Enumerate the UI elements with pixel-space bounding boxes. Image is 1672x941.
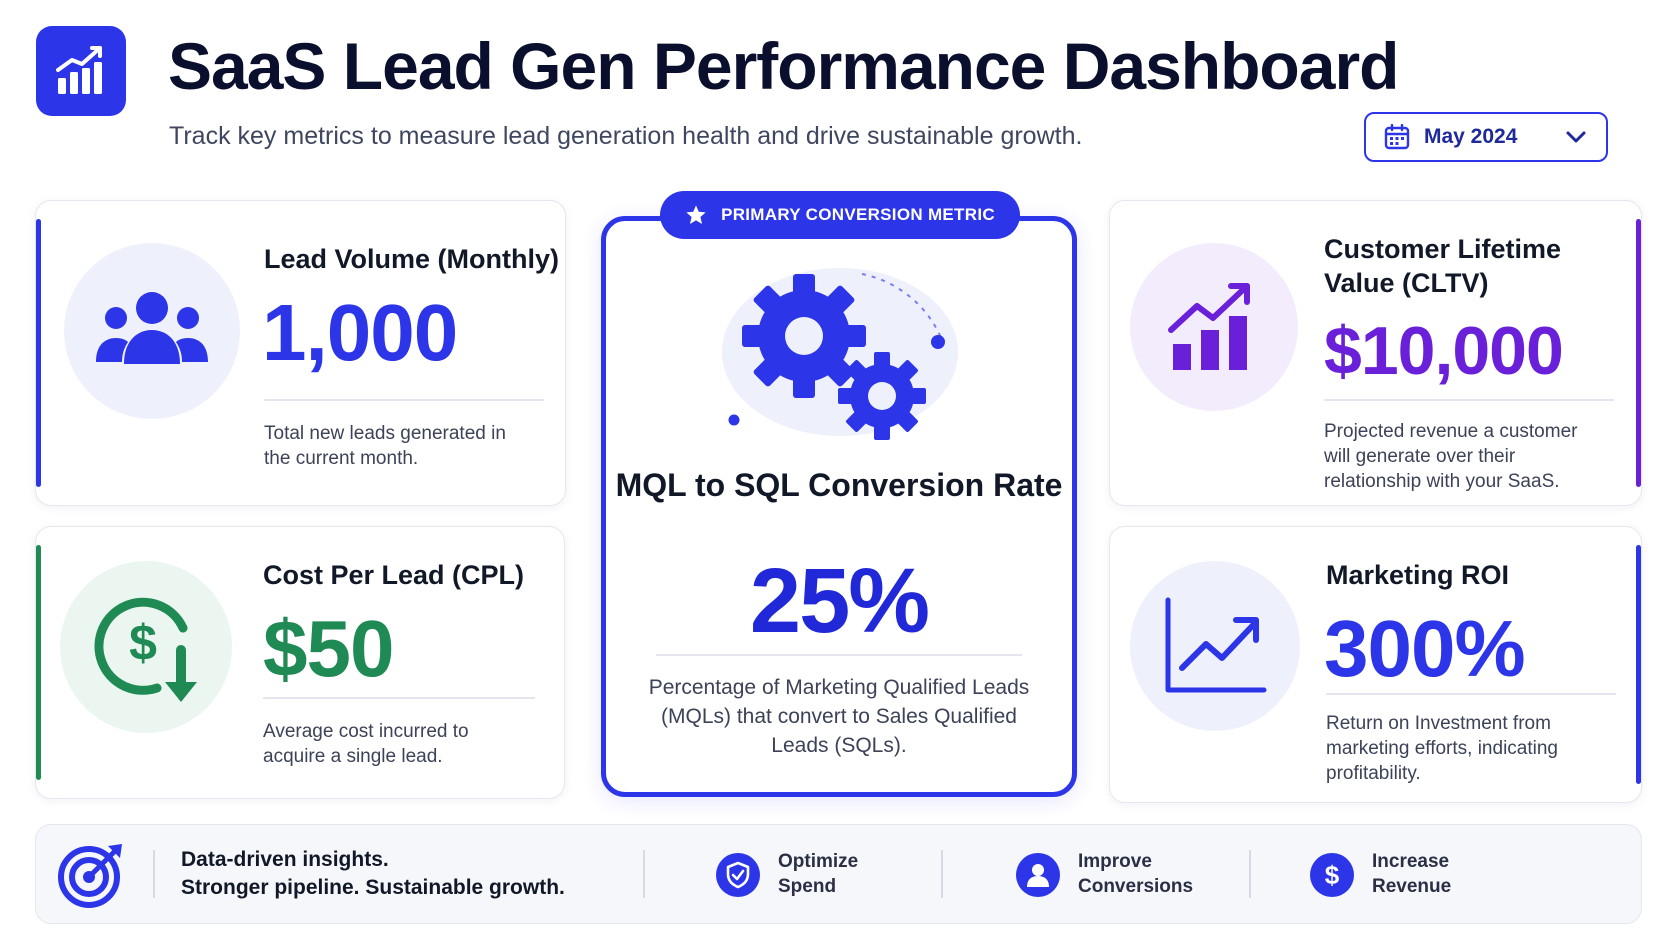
footer-item-label-line2: Spend [778,875,837,897]
card-accent-bar [1636,545,1641,784]
date-filter-dropdown[interactable]: May 2024 [1364,112,1608,162]
svg-text:$: $ [1325,860,1340,890]
footer-separator [643,850,645,898]
card-divider [1326,693,1616,695]
footer-separator [153,850,155,898]
cltv-card[interactable]: Customer Lifetime Value (CLTV) $10,000 P… [1109,200,1642,506]
footer-item-label-line1: Improve [1078,851,1152,872]
svg-text:$: $ [129,615,157,671]
mql-sql-value: 25% [749,550,930,652]
roi-icon-wrap [1130,561,1300,731]
bar-chart-growth-icon [56,46,102,94]
lead-volume-card[interactable]: Lead Volume (Monthly) 1,000 Total new le… [35,200,566,506]
cpl-description: Average cost incurred to acquire a singl… [263,721,469,768]
footer-tagline-line2: Stronger pipeline. Sustainable growth. [181,876,565,900]
gears-icon [722,268,958,440]
mql-sql-description: Percentage of Marketing Qualified Leads … [648,676,1030,757]
footer-tagline-line1: Data-driven insights. [181,848,389,871]
cltv-icon-wrap [1130,243,1298,411]
date-filter-value: May 2024 [1424,125,1518,148]
star-icon [686,205,706,224]
dashboard-logo [36,26,126,116]
cpl-value: $50 [263,604,394,693]
dollar-down-arrow-icon: $ [94,597,197,702]
marketing-roi-card[interactable]: Marketing ROI 300% Return on Investment … [1109,526,1642,803]
mql-sql-title: MQL to SQL Conversion Rate [615,467,1063,503]
footer-separator [941,850,943,898]
cltv-description: Projected revenue a customer will genera… [1324,421,1578,493]
center-divider [656,654,1022,656]
lead-volume-description: Total new leads generated in the current… [264,423,506,470]
footer-item-improve-conversions: Improve Conversions [1016,850,1193,899]
page-subtitle: Track key metrics to measure lead genera… [169,122,1083,150]
card-divider [263,697,535,699]
cltv-value: $10,000 [1324,313,1564,389]
line-chart-up-icon [1165,597,1267,693]
footer-item-label-line1: Optimize [778,851,859,872]
card-divider [264,399,544,401]
cpl-icon-wrap: $ [60,561,232,733]
footer-item-label-line2: Conversions [1078,875,1194,897]
card-divider [1324,399,1614,401]
cpl-title: Cost Per Lead (CPL) [263,560,525,590]
primary-metric-badge: PRIMARY CONVERSION METRIC [660,191,1020,239]
page-title: SaaS Lead Gen Performance Dashboard [168,29,1399,103]
footer-item-optimize-spend: Optimize Spend [716,850,858,899]
shield-check-icon [716,852,760,897]
roi-title: Marketing ROI [1326,560,1510,590]
footer-item-label-line1: Increase [1372,851,1450,872]
calendar-icon [1384,124,1410,150]
lead-volume-value: 1,000 [262,288,458,377]
cost-per-lead-card[interactable]: $ Cost Per Lead (CPL) $50 Average cost i… [35,526,565,799]
cltv-title: Customer Lifetime Value (CLTV) [1324,234,1562,298]
users-group-icon [96,292,208,364]
footer-item-increase-revenue: $ Increase Revenue [1310,850,1451,899]
target-icon [58,844,122,908]
lead-volume-title: Lead Volume (Monthly) [264,244,559,274]
footer-item-label-line2: Revenue [1372,875,1452,897]
chevron-down-icon [1566,131,1586,143]
card-accent-bar [36,219,41,487]
lead-volume-icon-wrap [64,243,240,419]
roi-value: 300% [1324,604,1526,693]
footer-tagline: Data-driven insights. Stronger pipeline.… [181,846,565,903]
dollar-icon: $ [1310,852,1354,897]
bar-chart-trend-icon [1168,283,1250,370]
footer-bar [35,824,1642,924]
primary-badge-label: PRIMARY CONVERSION METRIC [721,205,995,224]
user-icon [1016,852,1060,897]
card-accent-bar [36,545,41,780]
roi-description: Return on Investment from marketing effo… [1326,713,1558,785]
card-accent-bar [1636,219,1641,487]
footer-separator [1249,850,1251,898]
